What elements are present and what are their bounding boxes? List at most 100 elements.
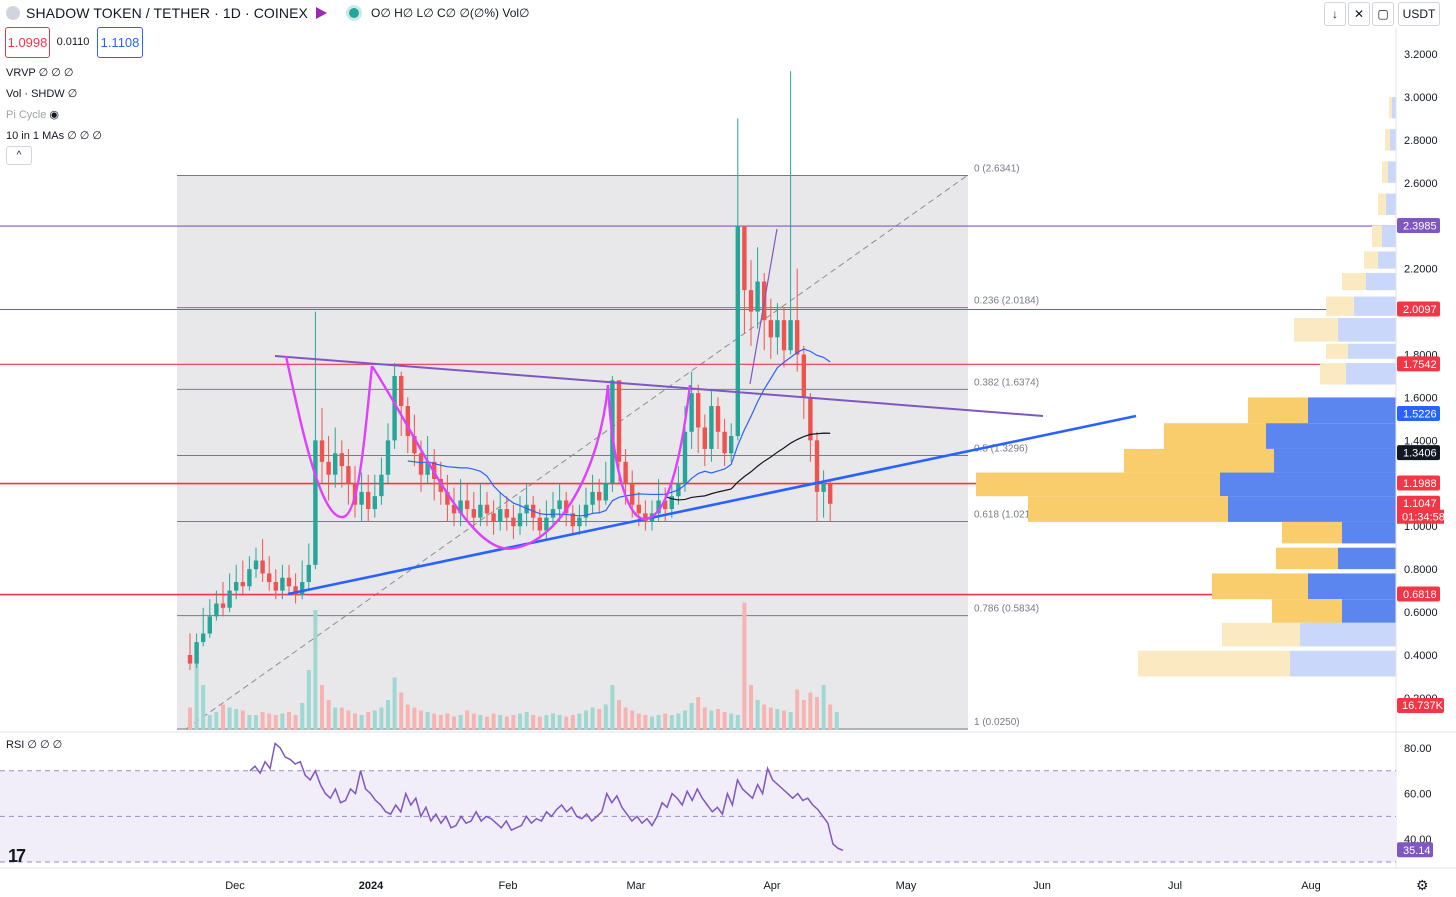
candle[interactable] [346,466,351,484]
candle[interactable] [636,504,641,514]
candle[interactable] [194,642,199,664]
candle[interactable] [339,453,344,467]
candle[interactable] [214,603,219,617]
candle[interactable] [656,500,661,514]
candle[interactable] [418,453,424,475]
eye-hidden-icon[interactable]: ◉ [49,109,60,121]
candle[interactable] [187,655,193,664]
cup-curve-handle[interactable] [606,384,692,521]
descending-trendline[interactable] [274,355,1044,417]
candle[interactable] [451,504,457,514]
candle[interactable] [544,517,549,531]
indicator-volume[interactable]: Vol · SHDW ∅ [6,88,78,100]
candle[interactable] [498,509,503,522]
candle[interactable] [795,320,800,355]
candle[interactable] [669,496,674,510]
candle[interactable] [748,290,754,312]
candle[interactable] [379,474,384,497]
sell-price-button[interactable]: 1.0998 [5,27,50,58]
cup-curve-main[interactable] [370,365,610,550]
candle[interactable] [590,491,595,505]
candle[interactable] [577,517,582,527]
candle[interactable] [253,560,259,570]
candle[interactable] [682,431,688,484]
indicator-pi-cycle[interactable]: Pi Cycle ◉ [6,108,59,121]
candle[interactable] [385,440,391,475]
indicator-mas[interactable]: 10 in 1 MAs ∅ ∅ ∅ [6,130,102,142]
flag-icon[interactable] [315,7,327,19]
arrow-down-icon[interactable]: ↓ [1324,2,1346,26]
candle[interactable] [412,436,417,454]
cup-curve-left[interactable] [284,355,374,519]
candle[interactable] [696,393,701,428]
candle[interactable] [715,406,721,432]
candle[interactable] [399,375,404,407]
candle[interactable] [220,603,226,608]
candle[interactable] [564,500,569,514]
candle[interactable] [372,496,377,510]
candle[interactable] [201,633,206,643]
candle[interactable] [359,491,364,505]
candle[interactable] [788,320,793,351]
candle[interactable] [557,500,562,510]
candle[interactable] [293,586,298,595]
candle[interactable] [458,500,463,514]
candle[interactable] [300,582,305,595]
candle[interactable] [570,513,575,527]
candle[interactable] [445,491,450,505]
candle[interactable] [663,500,668,510]
candle[interactable] [511,517,516,527]
candle[interactable] [814,440,820,492]
candle[interactable] [484,504,490,514]
candle[interactable] [630,483,635,505]
candle[interactable] [821,483,826,492]
candle[interactable] [240,582,245,587]
candle[interactable] [517,513,523,527]
currency-select[interactable]: USDT [1398,2,1440,26]
candle[interactable] [689,393,694,432]
ascending-trendline[interactable] [287,414,1137,596]
candle[interactable] [405,406,410,437]
close-icon[interactable]: ✕ [1348,2,1370,26]
candle[interactable] [504,509,509,518]
candle[interactable] [392,375,397,441]
candle[interactable] [775,320,780,338]
gear-icon[interactable]: ⚙ [1416,877,1429,893]
candle[interactable] [781,320,787,351]
candle[interactable] [808,397,813,441]
candle[interactable] [286,577,292,587]
rsi-line[interactable] [249,741,844,851]
candle[interactable] [491,513,496,522]
candle[interactable] [471,509,476,518]
candle[interactable] [709,406,714,449]
candle[interactable] [597,491,602,501]
candle[interactable] [234,582,239,591]
candle[interactable] [326,461,331,475]
indicator-rsi[interactable]: RSI ∅ ∅ ∅ [6,739,63,751]
candle[interactable] [366,491,371,510]
candle[interactable] [735,225,740,437]
candle[interactable] [729,436,734,454]
candle[interactable] [273,582,278,591]
candle[interactable] [260,560,265,574]
candle[interactable] [583,504,589,518]
candle[interactable] [280,577,285,591]
collapse-indicators-button[interactable]: ^ [6,146,32,165]
candle[interactable] [313,440,318,565]
candle[interactable] [742,225,747,291]
candle[interactable] [227,590,232,608]
candle[interactable] [247,569,252,587]
candle[interactable] [478,504,483,518]
candle[interactable] [616,380,622,462]
candle[interactable] [768,320,773,338]
candle[interactable] [306,564,311,583]
candle[interactable] [333,453,338,475]
indicator-vrvp[interactable]: VRVP ∅ ∅ ∅ [6,67,74,79]
candle[interactable] [755,281,760,312]
fullscreen-icon[interactable]: ▢ [1372,2,1394,26]
symbol-title[interactable]: SHADOW TOKEN / TETHER · 1D · COINEX [26,5,308,21]
candle[interactable] [722,431,727,454]
candle[interactable] [425,461,430,475]
candle[interactable] [267,573,272,583]
